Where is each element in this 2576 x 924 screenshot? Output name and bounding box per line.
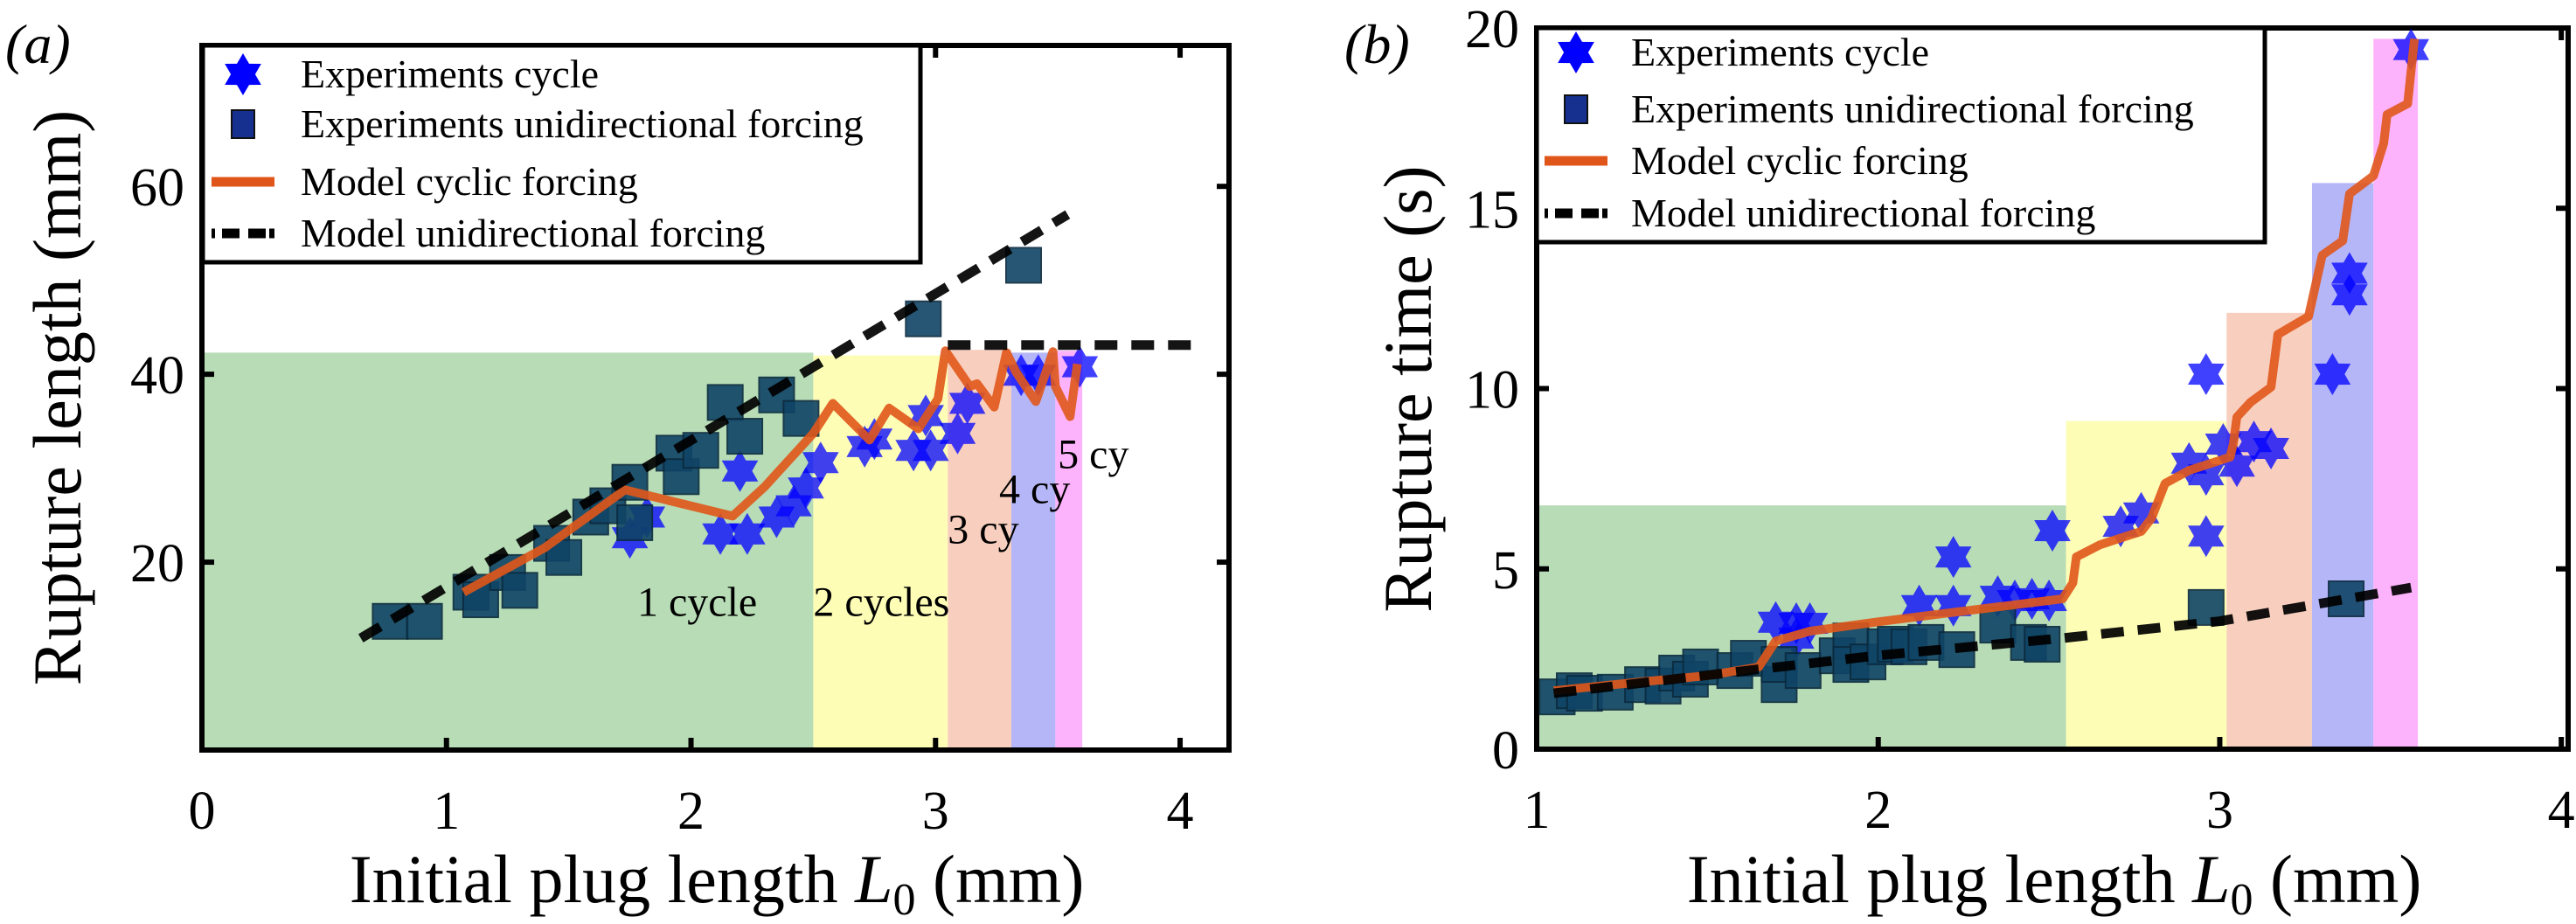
panel-label: (a)	[5, 13, 71, 75]
x-axis-label-unit: (mm)	[916, 841, 1085, 917]
y-tick-label: 10	[1465, 361, 1519, 420]
x-axis-label: Initial plug length L0 (mm)	[1687, 841, 2422, 924]
point-experiment-unidirectional	[1005, 247, 1042, 284]
legend-label: Experiments unidirectional forcing	[301, 101, 864, 146]
legend-box	[1534, 25, 2267, 245]
point-experiment-cycle	[2253, 427, 2289, 469]
x-tick-label: 0	[189, 782, 216, 841]
point-experiment-unidirectional	[726, 418, 764, 455]
point-experiment-cycle	[2314, 353, 2351, 395]
point-experiment-cycle	[1934, 536, 1972, 579]
series-model-unidirectional-line	[358, 210, 1071, 643]
legend-star-icon	[1558, 31, 1594, 73]
legend-label: Experiments cycle	[301, 52, 599, 96]
legend-square-icon	[231, 109, 255, 139]
panel-b: 1 2 3 4 0 5 10 15 20 Experiments cycle Experiments…	[1344, 0, 2575, 924]
x-axis-label-unit: (mm)	[2253, 841, 2422, 917]
legend-label: Experiments unidirectional forcing	[1631, 87, 2194, 131]
annotation-cycle-label: 5 cy	[1058, 432, 1128, 478]
x-tick-label: 4	[2548, 781, 2575, 840]
y-tick-label: 40	[130, 346, 184, 406]
x-axis-label-variable: L	[854, 841, 892, 917]
point-experiment-cycle	[2331, 252, 2368, 295]
x-axis-label: Initial plug length L0 (mm)	[350, 841, 1085, 924]
legend-label: Model cyclic forcing	[301, 159, 638, 204]
y-tick-label: 5	[1492, 541, 1519, 601]
panel-a: 0 1 2 3 4 20 40 60 1 cycle 2 cycles 3 cy4 cy5 cy Ex…	[5, 13, 1232, 924]
x-tick-label: 4	[1167, 782, 1194, 841]
y-axis-label: Rupture length (mm)	[19, 110, 95, 686]
series-model-unidirectional-line	[1552, 582, 2413, 698]
annotation-cycle-label: 3 cy	[948, 507, 1018, 553]
x-tick-label: 3	[922, 782, 949, 841]
legend-star-icon	[225, 53, 261, 95]
legend-label: Experiments cycle	[1631, 30, 1929, 74]
point-experiment-cycle	[788, 467, 824, 510]
point-experiment-cycle	[2331, 274, 2368, 316]
point-experiment-cycle	[729, 512, 766, 555]
x-tick-label: 2	[1864, 781, 1892, 840]
series-model-cyclic-line	[461, 346, 1082, 596]
x-axis-label-main: Initial plug length	[350, 841, 855, 917]
legend-label: Model unidirectional forcing	[1631, 191, 2095, 235]
point-experiment-cycle	[948, 382, 986, 425]
point-experiment-unidirectional	[1979, 607, 2017, 644]
annotation-cycle-label: 4 cy	[999, 466, 1070, 512]
point-experiment-cycle	[2188, 515, 2225, 558]
panel-label: (b)	[1344, 13, 1410, 75]
x-tick-label: 2	[677, 782, 705, 841]
x-tick-label: 3	[2206, 781, 2233, 840]
x-axis-label-variable: L	[2191, 841, 2230, 917]
point-experiment-cycle	[2034, 510, 2071, 552]
x-tick-label: 1	[433, 782, 460, 841]
annotation-cycle-label: 1 cycle	[637, 579, 757, 625]
point-experiment-cycle	[2188, 353, 2225, 395]
x-axis-label-main: Initial plug length	[1687, 841, 2192, 917]
point-experiment-cycle	[912, 429, 949, 472]
point-experiment-cycle	[802, 441, 839, 484]
point-experiment-unidirectional	[501, 572, 538, 609]
series-model-cyclic-line	[1552, 38, 2420, 696]
y-tick-label: 60	[130, 158, 184, 218]
point-experiment-unidirectional	[706, 384, 744, 421]
y-tick-label: 0	[1492, 721, 1519, 781]
point-experiment-cycle	[721, 449, 759, 492]
legend-label: Model unidirectional forcing	[301, 211, 765, 255]
region-4-cycle	[1011, 352, 1056, 750]
x-axis-label-subscript: 0	[2231, 875, 2253, 924]
x-axis-label-subscript: 0	[893, 875, 916, 924]
point-experiment-unidirectional	[616, 504, 654, 541]
legend-box	[200, 43, 923, 265]
legend-label: Model cyclic forcing	[1631, 138, 1968, 183]
y-tick-label: 20	[1465, 0, 1519, 59]
y-tick-label: 20	[130, 534, 184, 594]
y-tick-label: 15	[1465, 180, 1519, 240]
annotation-cycle-label: 2 cycles	[813, 579, 949, 625]
y-axis-label: Rupture time (s)	[1370, 165, 1446, 612]
x-tick-label: 1	[1524, 781, 1551, 840]
legend-square-icon	[1564, 94, 1588, 124]
